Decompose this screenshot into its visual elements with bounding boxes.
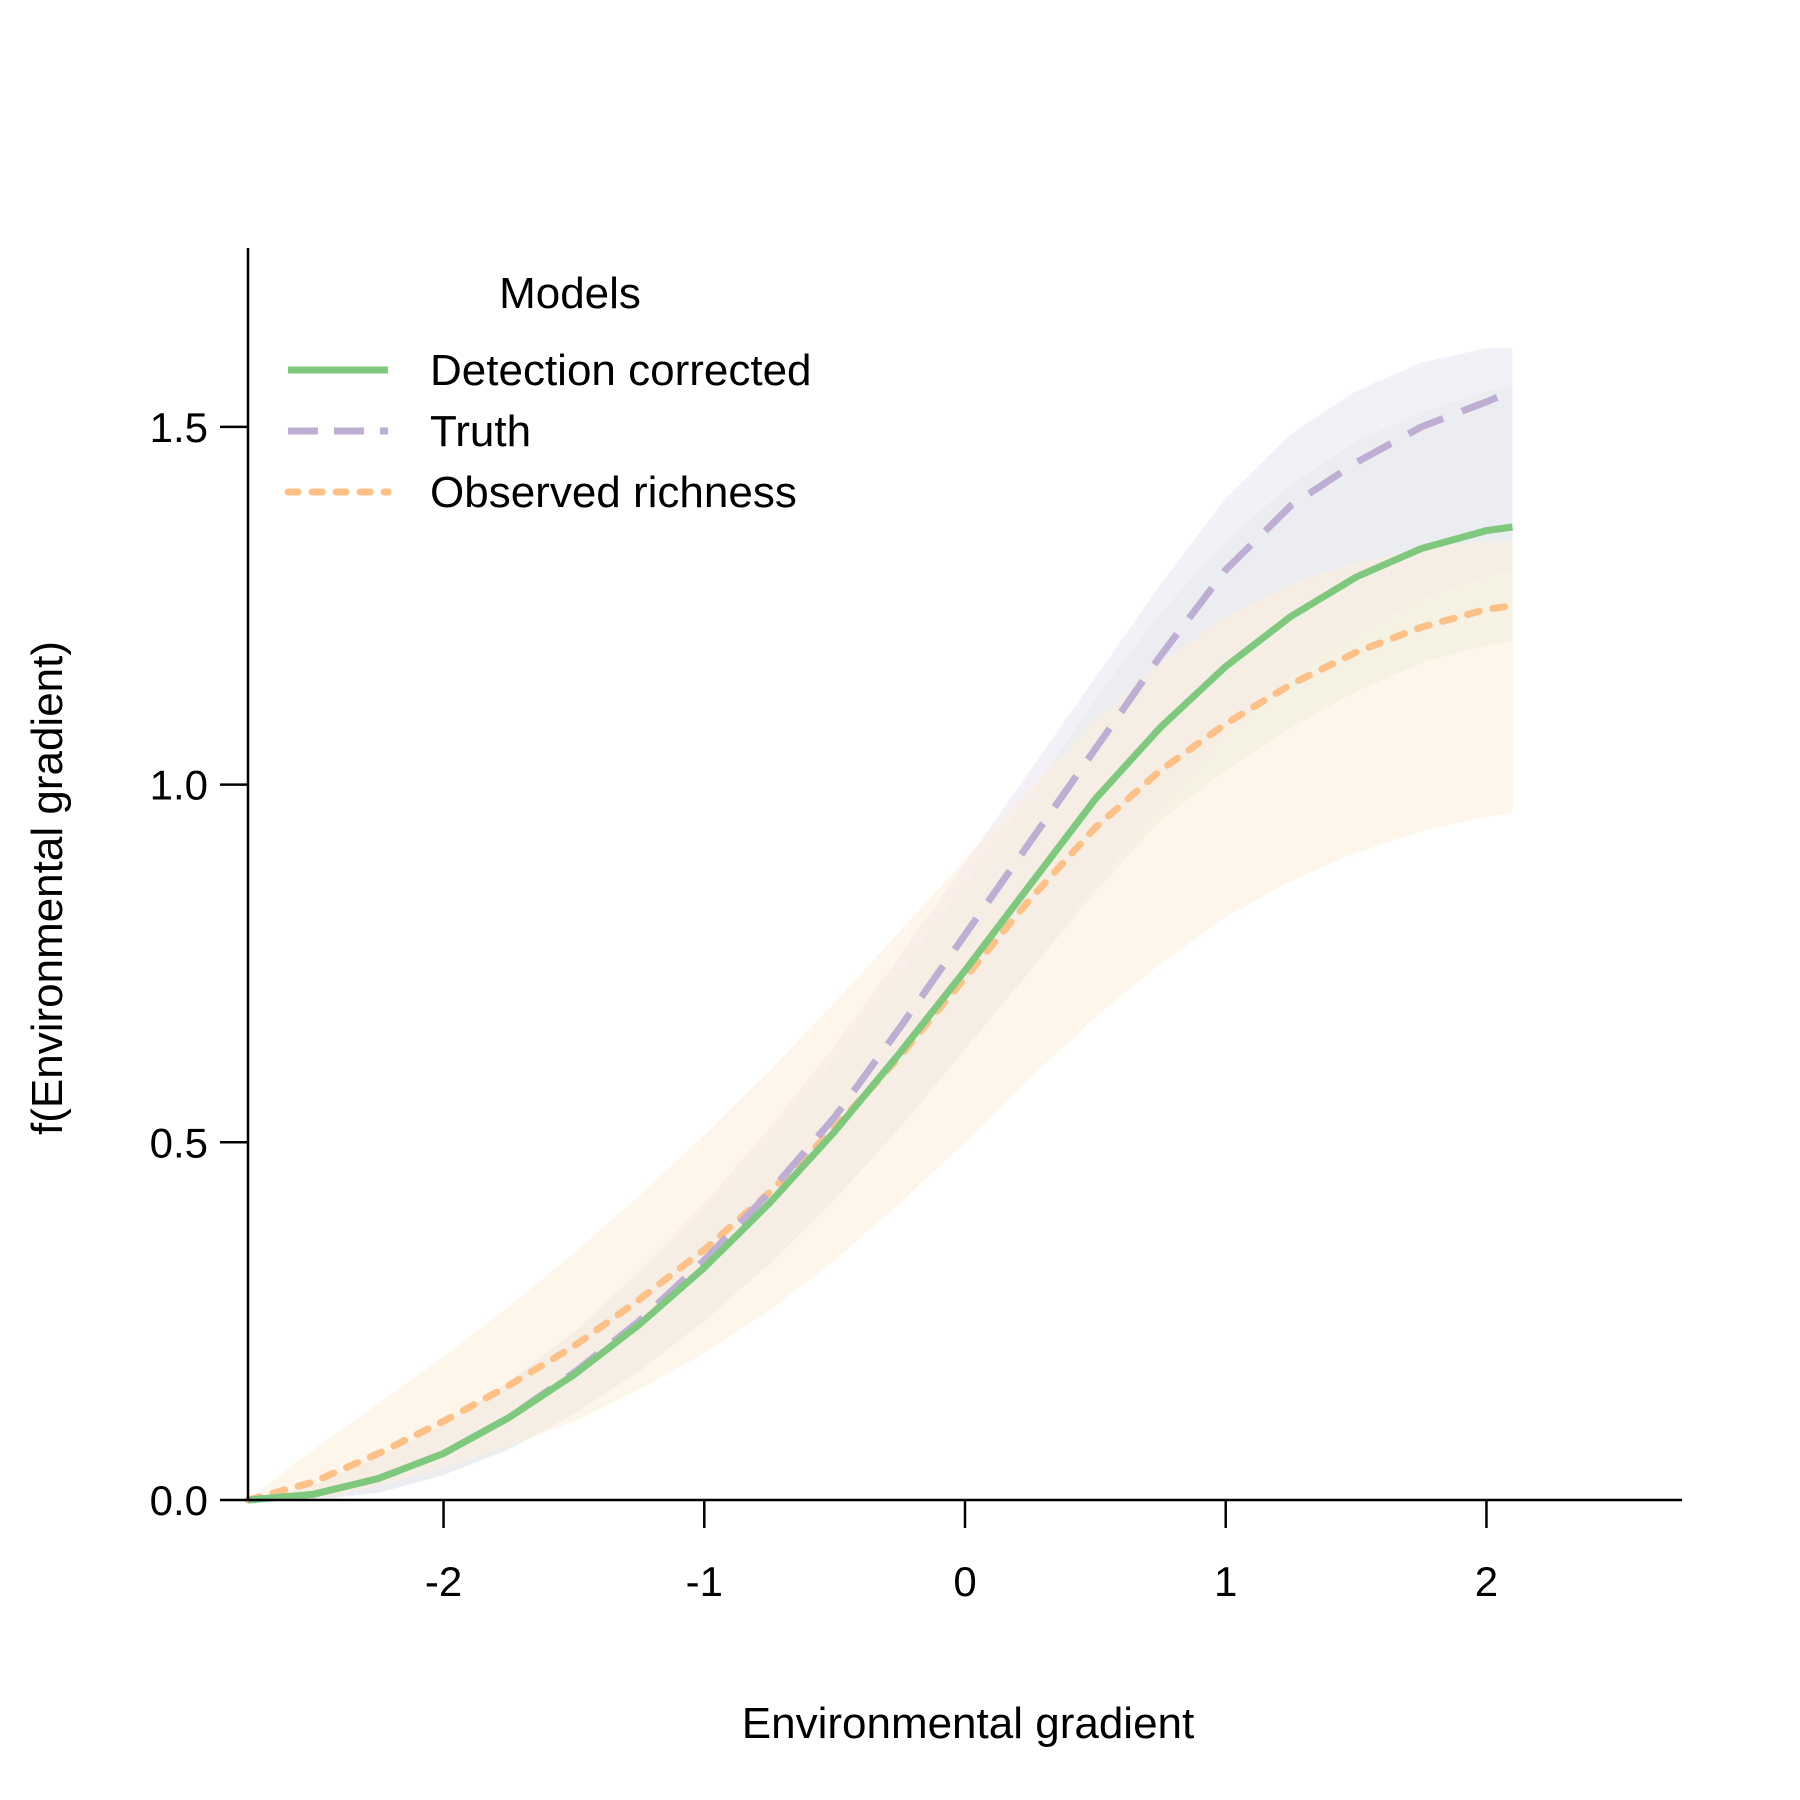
x-tick-label: -1 — [686, 1558, 723, 1605]
y-tick-label: 1.0 — [150, 762, 208, 809]
legend-label-truth: Truth — [430, 407, 531, 456]
x-axis-title: Environmental gradient — [742, 1699, 1194, 1748]
legend-label-detection-corrected: Detection corrected — [430, 346, 812, 395]
y-tick-label: 0.5 — [150, 1119, 208, 1166]
legend: Models Detection corrected Truth Observed … — [284, 269, 812, 517]
y-tick-label: 0.0 — [150, 1477, 208, 1524]
line-truth — [247, 387, 1514, 1504]
legend-title: Models — [499, 269, 641, 318]
legend-items: Detection corrected Truth Observed richnes… — [284, 346, 812, 517]
confidence-bands — [248, 348, 1513, 1501]
y-tick-label: 1.5 — [150, 404, 208, 451]
x-tick-label: 2 — [1475, 1558, 1498, 1605]
x-ticks: -2 -1 0 1 2 — [425, 1500, 1498, 1605]
y-ticks: 0.0 0.5 1.0 1.5 — [150, 404, 248, 1524]
x-tick-label: 1 — [1214, 1558, 1237, 1605]
x-tick-label: 0 — [953, 1558, 976, 1605]
line-detection-corrected — [247, 523, 1513, 1504]
y-axis-title: f(Environmental gradient) — [23, 641, 72, 1135]
line-observed-richness — [244, 602, 1516, 1504]
band-truth — [248, 348, 1513, 1501]
series-lines — [244, 387, 1516, 1504]
legend-label-observed-richness: Observed richness — [430, 468, 797, 517]
x-tick-label: -2 — [425, 1558, 462, 1605]
band-observed-richness — [248, 541, 1513, 1500]
